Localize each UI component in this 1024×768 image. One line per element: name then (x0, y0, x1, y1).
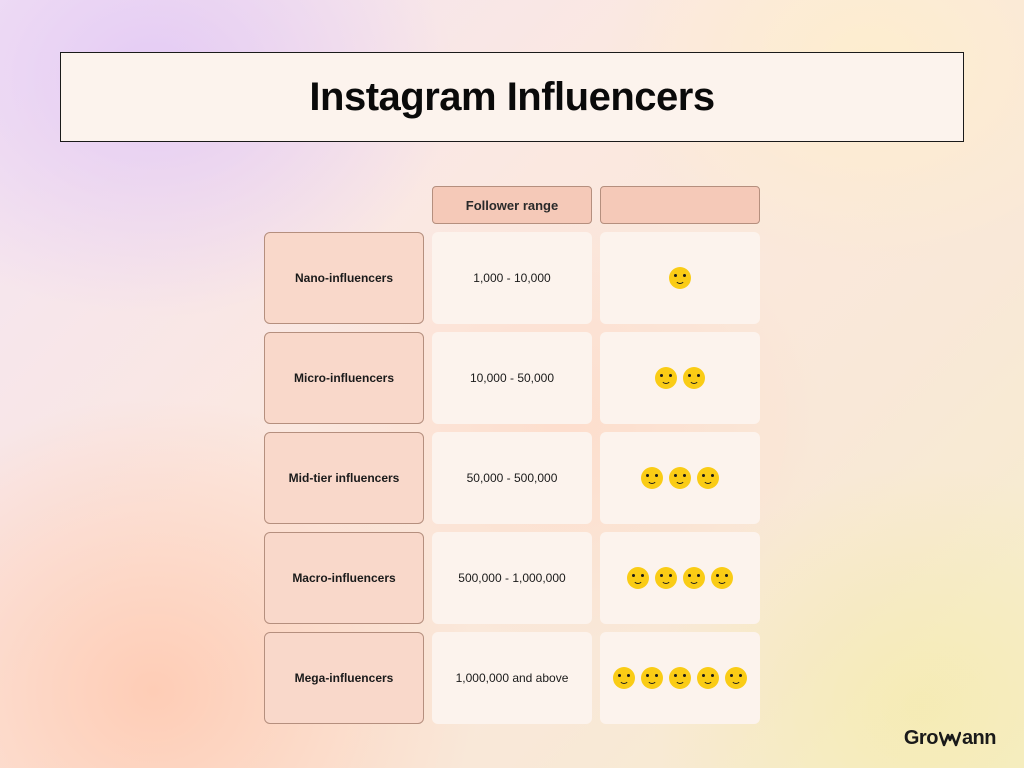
table-header-spacer (264, 186, 424, 224)
table-row-category: Micro-influencers (264, 332, 424, 424)
smiley-icon (655, 367, 677, 389)
title-box: Instagram Influencers (60, 52, 964, 142)
table-row-icons (600, 232, 760, 324)
smiley-icon (655, 567, 677, 589)
smiley-icon (697, 467, 719, 489)
table-row-range: 1,000 - 10,000 (432, 232, 592, 324)
smiley-icon (683, 567, 705, 589)
smiley-icon (697, 667, 719, 689)
table-row-range: 50,000 - 500,000 (432, 432, 592, 524)
smiley-icon (725, 667, 747, 689)
brand-text-after: ann (962, 727, 996, 750)
brand-text-before: Gro (904, 727, 938, 750)
smiley-icon (669, 667, 691, 689)
page-title: Instagram Influencers (309, 75, 714, 120)
smiley-icon (683, 367, 705, 389)
table-row-icons (600, 332, 760, 424)
table-row-category: Macro-influencers (264, 532, 424, 624)
smiley-icon (711, 567, 733, 589)
smiley-icon (627, 567, 649, 589)
table-header-range: Follower range (432, 186, 592, 224)
table-row-range: 1,000,000 and above (432, 632, 592, 724)
smiley-icon (641, 467, 663, 489)
table-row-category: Nano-influencers (264, 232, 424, 324)
table-row-icons (600, 632, 760, 724)
smiley-icon (669, 267, 691, 289)
table-row-range: 10,000 - 50,000 (432, 332, 592, 424)
table-row-icons (600, 532, 760, 624)
table-row-category: Mega-influencers (264, 632, 424, 724)
table-row-range: 500,000 - 1,000,000 (432, 532, 592, 624)
smiley-icon (669, 467, 691, 489)
brand-w-icon (939, 731, 961, 747)
influencer-table: Follower rangeNano-influencers1,000 - 10… (264, 186, 760, 724)
table-header-icons (600, 186, 760, 224)
smiley-icon (613, 667, 635, 689)
table-row-category: Mid-tier influencers (264, 432, 424, 524)
table-row-icons (600, 432, 760, 524)
brand-logo: Gro ann (904, 727, 996, 750)
smiley-icon (641, 667, 663, 689)
